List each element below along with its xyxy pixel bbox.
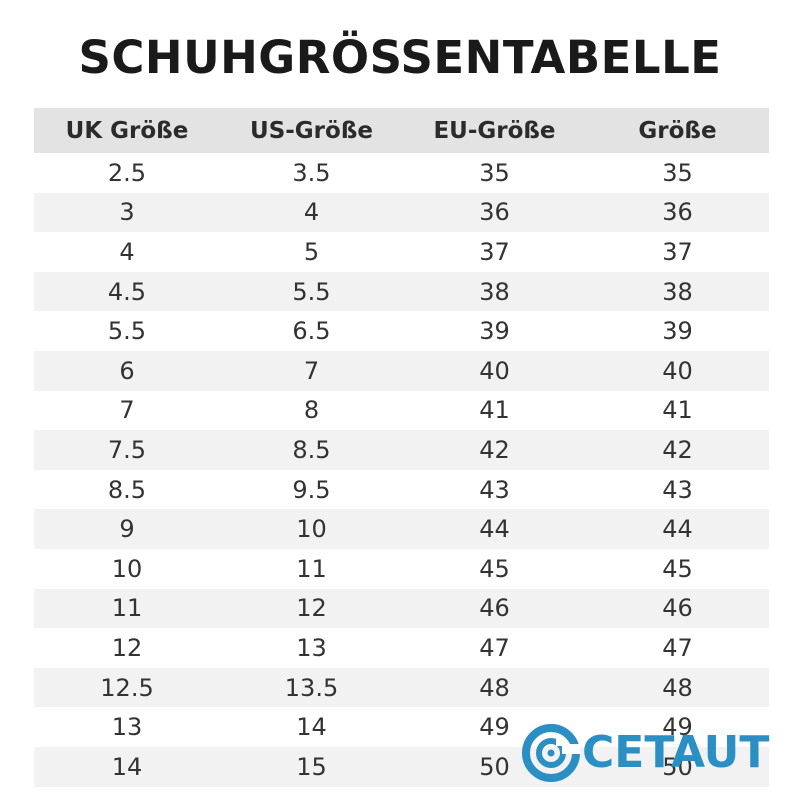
table-row: 3 4 36 36: [34, 192, 769, 233]
cell-uk: 12: [111, 633, 143, 662]
cell-size: 39: [662, 317, 693, 346]
table-row: 7.5 8.5 42 42: [34, 430, 769, 470]
table-row: 8.5 9.5 43 43: [34, 470, 769, 510]
logo-mark-icon: [522, 724, 580, 782]
header-us-size: US-Größe: [220, 108, 403, 153]
table-row: 14 15 50 50: [34, 746, 769, 787]
cell-eu: 45: [479, 554, 510, 583]
cell-eu: 36: [403, 192, 586, 233]
header-row: UK Größe US-Größe EU-Größe Größe: [34, 108, 769, 153]
cell-us: 9.5: [292, 475, 331, 504]
table-header: UK Größe US-Größe EU-Größe Größe: [34, 108, 769, 153]
cell-uk: 13: [111, 713, 143, 742]
cell-eu: 48: [403, 667, 586, 708]
cell-uk: 3: [34, 192, 220, 233]
table-row: 12.5 13.5 48 48: [34, 667, 769, 708]
cell-eu: 38: [403, 271, 586, 312]
cell-eu: 40: [403, 350, 586, 391]
cell-size: 47: [662, 633, 693, 662]
cell-uk: 7: [119, 396, 135, 425]
cell-us: 5: [303, 237, 320, 266]
cell-uk: 7.5: [34, 430, 220, 470]
cell-uk: 9: [34, 509, 220, 549]
cell-uk: 6: [34, 350, 220, 391]
cell-eu: 43: [479, 475, 510, 504]
table-body: 2.5 3.5 35 35 3 4 36 36 4 5 37 37 4.5 5.5 38 38 5.5 6.5 39…: [34, 153, 769, 787]
cell-eu: 39: [479, 317, 510, 346]
shoe-size-table: UK Größe US-Größe EU-Größe Größe 2.5 3.5 3…: [34, 108, 769, 787]
table-row: 4.5 5.5 38 38: [34, 271, 769, 312]
cell-size: 42: [586, 430, 769, 470]
cell-eu: 46: [403, 588, 586, 629]
table-row: 11 12 46 46: [34, 588, 769, 629]
cell-size: 44: [586, 509, 769, 549]
cell-eu: 47: [479, 633, 510, 662]
cell-us: 4: [220, 192, 403, 233]
cell-us: 6.5: [292, 317, 331, 346]
cell-uk: 2.5: [107, 158, 147, 187]
page-title: SCHUHGRÖSSENTABELLE: [78, 31, 722, 84]
brand-logo: CETAUT: [522, 718, 769, 788]
cell-us: 10: [220, 509, 403, 549]
cell-us: 8.5: [220, 430, 403, 470]
cell-uk: 4: [119, 237, 135, 266]
cell-size: 37: [662, 237, 693, 266]
logo-text: CETAUT: [582, 727, 770, 778]
cell-us: 14: [296, 713, 327, 742]
cell-us: 3.5: [292, 158, 331, 187]
table-row: 5.5 6.5 39 39: [34, 311, 769, 351]
table-row: 10 11 45 45: [34, 549, 769, 589]
cell-eu: 35: [479, 158, 510, 187]
header-eu-size: EU-Größe: [403, 108, 586, 153]
cell-size: 50: [586, 746, 769, 787]
cell-size: 35: [662, 158, 693, 187]
cell-uk: 12.5: [34, 667, 220, 708]
table-row: 7 8 41 41: [34, 391, 769, 431]
cell-us: 15: [220, 746, 403, 787]
cell-size: 41: [662, 396, 693, 425]
cell-size: 36: [586, 192, 769, 233]
cell-us: 7: [220, 350, 403, 391]
table-row: 9 10 44 44: [34, 509, 769, 549]
cell-us: 8: [303, 396, 320, 425]
cell-us: 13: [296, 633, 327, 662]
cell-uk: 5.5: [107, 317, 147, 346]
table-row: 6 7 40 40: [34, 350, 769, 391]
header-size: Größe: [586, 108, 769, 153]
cell-size: 49: [662, 713, 693, 742]
cell-eu: 44: [403, 509, 586, 549]
cell-eu: 37: [479, 237, 510, 266]
header-uk-size: UK Größe: [34, 108, 220, 153]
table-row: 4 5 37 37: [34, 232, 769, 272]
cell-us: 13.5: [220, 667, 403, 708]
cell-eu: 49: [479, 713, 510, 742]
cell-size: 46: [586, 588, 769, 629]
cell-uk: 11: [34, 588, 220, 629]
table-row: 2.5 3.5 35 35: [34, 153, 769, 193]
cell-us: 12: [220, 588, 403, 629]
cell-size: 40: [586, 350, 769, 391]
cell-uk: 14: [34, 746, 220, 787]
table-row: 12 13 47 47: [34, 628, 769, 668]
cell-size: 38: [586, 271, 769, 312]
cell-eu: 41: [479, 396, 510, 425]
cell-size: 45: [662, 554, 693, 583]
cell-uk: 4.5: [34, 271, 220, 312]
cell-us: 5.5: [220, 271, 403, 312]
cell-eu: 42: [403, 430, 586, 470]
table-row: 13 14 49 49: [34, 707, 769, 747]
cell-uk: 10: [111, 554, 143, 583]
cell-uk: 8.5: [107, 475, 147, 504]
cell-size: 48: [586, 667, 769, 708]
cell-size: 43: [662, 475, 693, 504]
cell-us: 11: [296, 554, 327, 583]
